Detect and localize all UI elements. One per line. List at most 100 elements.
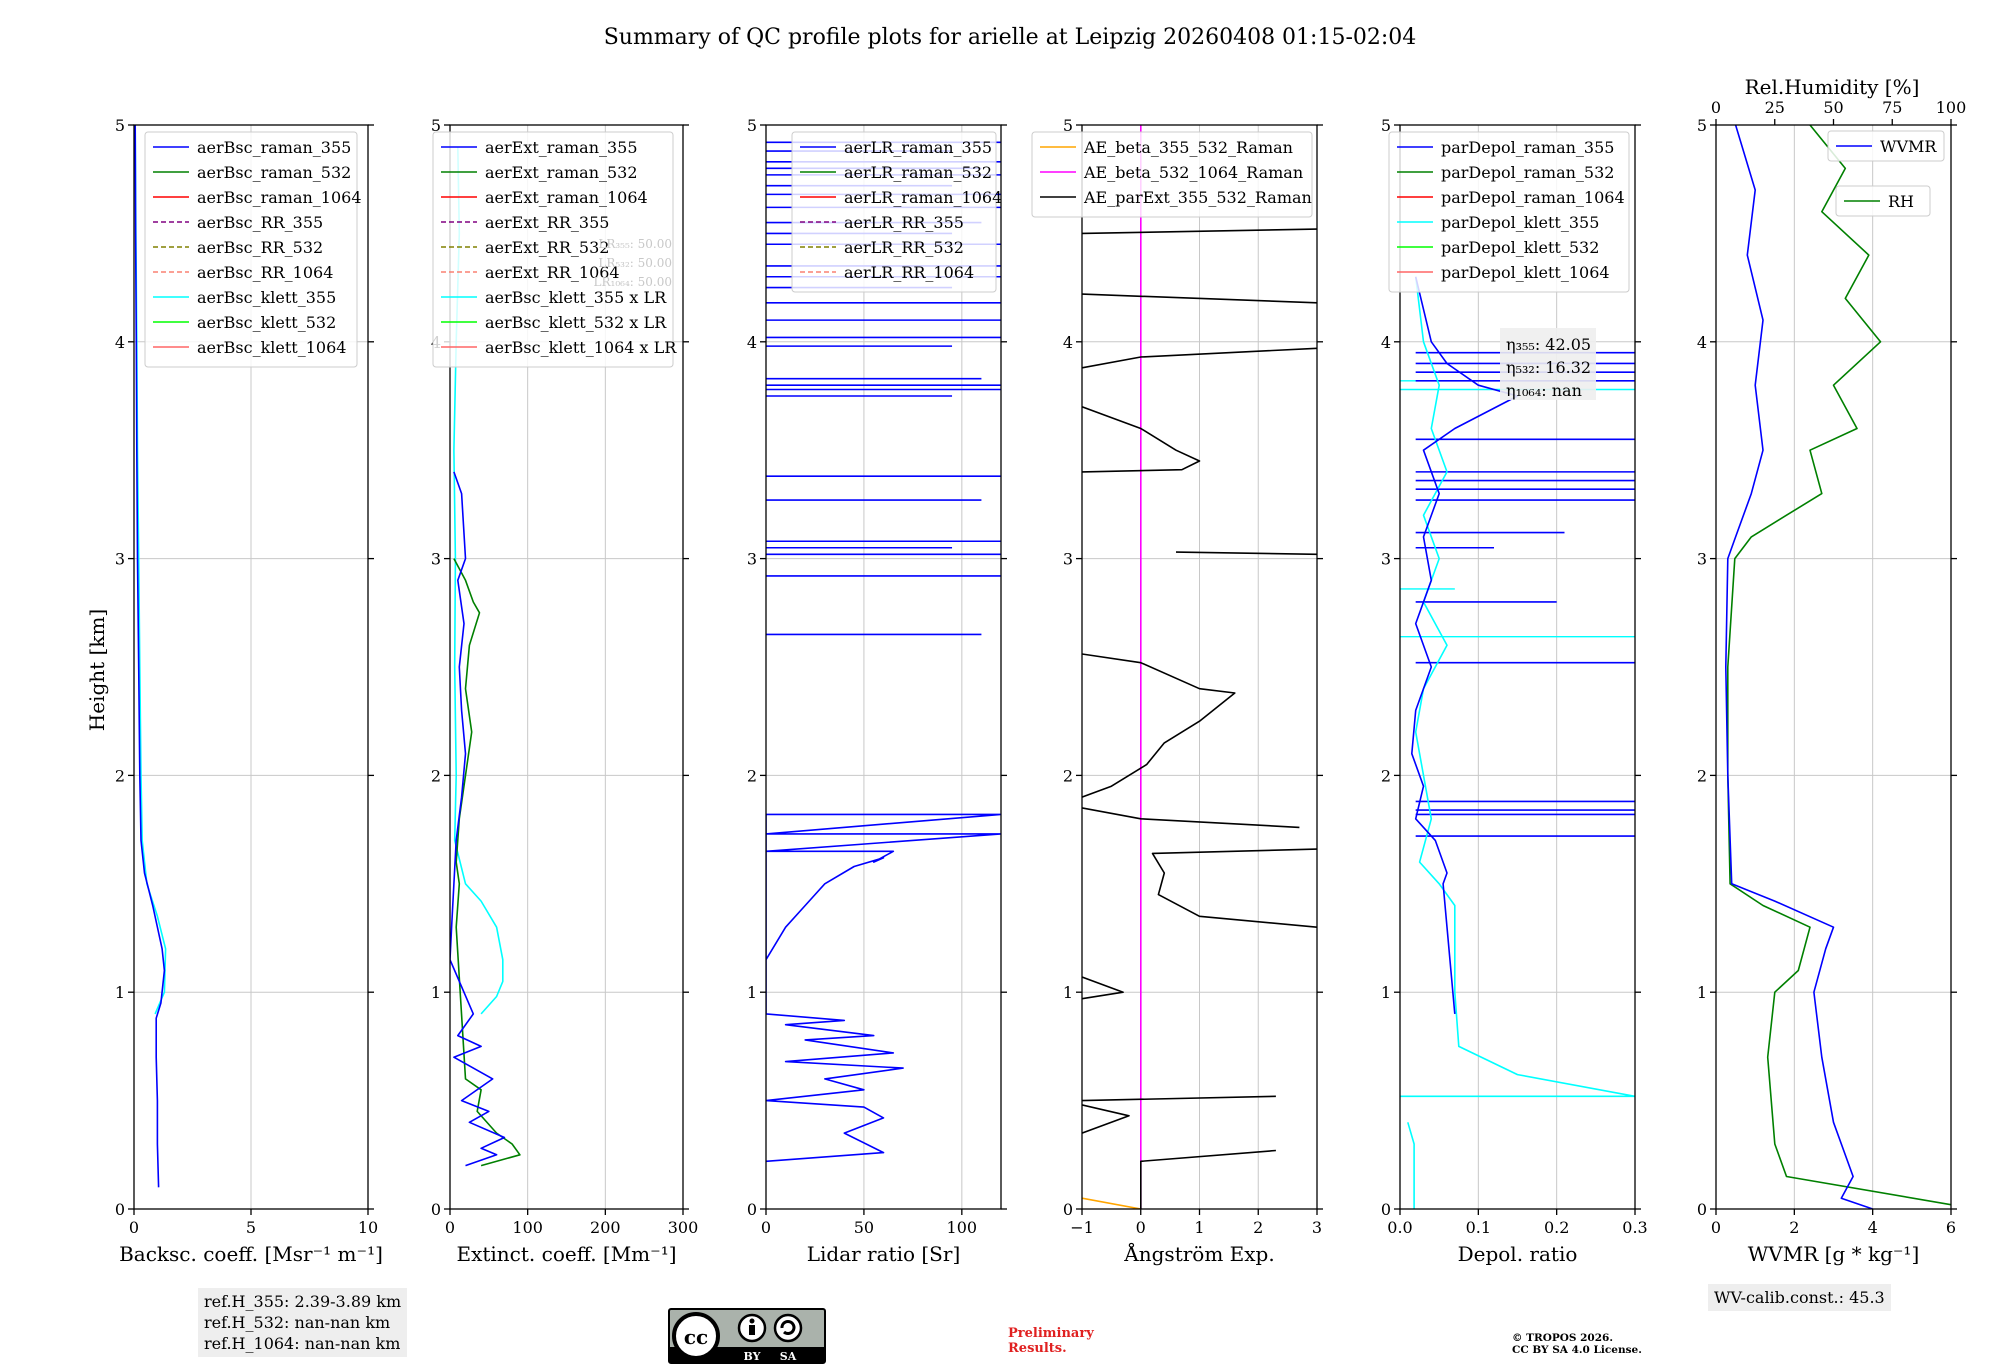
legend-entry-label: parDepol_klett_1064 <box>1441 263 1610 282</box>
series-line-ae-beta-355-532-raman <box>1082 1197 1141 1209</box>
data-layer <box>766 141 1001 1163</box>
preliminary-line-1: Preliminary <box>1008 1326 1094 1341</box>
legend-entry-label: aerLR_raman_355 <box>844 138 992 157</box>
panel-bsc: 0 1 2 3 4 5 0 5 10 Backsc. coeff. [Msr⁻¹ m⁻¹] aerB… <box>115 116 383 1266</box>
series-line-pardepol-klett-355-low <box>1407 1122 1415 1209</box>
series-line-ae-parext-355-532-raman <box>1082 293 1317 304</box>
x-tick-label: 0 <box>1711 1218 1721 1237</box>
figure-title: Summary of QC profile plots for arielle … <box>604 25 1417 50</box>
top-x-tick-label: 0 <box>1711 98 1721 117</box>
x-tick-label: 0.3 <box>1622 1218 1647 1237</box>
wv-calib-const: WV-calib.const.: 45.3 <box>1714 1288 1885 1307</box>
legend-box <box>791 131 997 293</box>
y-tick-label: 2 <box>431 766 441 785</box>
refh-1064: ref.H_1064: nan-nan km <box>204 1334 401 1353</box>
y-tick-label: 4 <box>1063 333 1073 352</box>
x-tick-label: 0.2 <box>1544 1218 1569 1237</box>
legend-entry-label: aerExt_raman_532 <box>485 163 638 182</box>
axes-frame <box>1399 124 1636 1210</box>
series-line-pardepol-klett-355 <box>1400 276 1635 1098</box>
y-tick-label: 3 <box>431 550 441 569</box>
x-tick-label: 0 <box>761 1218 771 1237</box>
refh-532: ref.H_532: nan-nan km <box>204 1313 391 1332</box>
legend-entry-label: aerLR_raman_1064 <box>844 188 1002 207</box>
preliminary-results-note: Preliminary Results. <box>1008 1326 1094 1356</box>
top-x-tick-label: 75 <box>1882 98 1902 117</box>
eta-label: η₁₀₆₄: nan <box>1506 381 1582 400</box>
legend-box <box>144 131 358 368</box>
legend-entry-label: aerBsc_klett_1064 <box>197 338 346 357</box>
legend-label: RH <box>1888 192 1914 211</box>
axes-frame <box>765 124 1002 1210</box>
y-tick-label: 5 <box>431 116 441 135</box>
legend-entry-label: AE_beta_532_1064_Raman <box>1083 163 1303 182</box>
top-x-tick-label: 25 <box>1765 98 1785 117</box>
legend-entry-label: aerBsc_RR_1064 <box>197 263 333 282</box>
legend-box <box>1827 130 1945 162</box>
y-tick-label: 5 <box>1063 116 1073 135</box>
x-tick-label: 4 <box>1868 1218 1878 1237</box>
series-line-ae-parext-355-532-raman <box>1082 1095 1276 1102</box>
legend-entry-label: aerLR_RR_532 <box>844 238 964 257</box>
legend-label: WVMR <box>1880 137 1937 156</box>
series-line-ae-parext-355-532-raman <box>1082 228 1317 235</box>
legend-entry-label: aerExt_raman_1064 <box>485 188 648 207</box>
legend-entry-label: parDepol_raman_355 <box>1441 138 1614 157</box>
series-line-ae-parext-355-532-raman <box>1175 551 1317 556</box>
y-tick-label: 1 <box>747 983 757 1002</box>
y-tick-label: 0 <box>747 1200 757 1219</box>
x-tick-label: −1 <box>1070 1218 1094 1237</box>
series-line-ae-parext-355-532-raman <box>1082 653 1236 798</box>
cc-license-badge: cc BY SA <box>668 1308 826 1364</box>
x-axis-label: Extinct. coeff. [Mm⁻¹] <box>456 1242 676 1266</box>
rh-top-axis-label: Rel.Humidity [%] <box>1745 75 1920 99</box>
copyright-line-2: CC BY SA 4.0 License. <box>1512 1344 1642 1356</box>
y-tick-label: 4 <box>1381 333 1391 352</box>
axes-frame <box>1715 124 1952 1210</box>
x-tick-label: 50 <box>854 1218 874 1237</box>
series-line-aerbsc-raman-355 <box>134 125 166 1188</box>
data-layer <box>1725 125 1951 1209</box>
eta-label: η₅₃₂: 16.32 <box>1506 358 1591 377</box>
eta-label: η₃₅₅: 42.05 <box>1506 335 1591 354</box>
y-tick-label: 0 <box>1381 1200 1391 1219</box>
series-line-ae-parext-355-532-raman <box>1082 1104 1130 1134</box>
panel-ext: 0123450100200300Extinct. coeff. [Mm⁻¹]ae… <box>431 116 698 1266</box>
legend-entry-label: aerBsc_klett_355 x LR <box>485 288 667 307</box>
legend-entry-label: aerBsc_klett_532 <box>197 313 336 332</box>
y-tick-label: 3 <box>747 550 757 569</box>
legend-entry-label: aerBsc_klett_1064 x LR <box>485 338 677 357</box>
y-axis-label: Height [km] <box>85 609 109 731</box>
x-axis-label: Ångström Exp. <box>1123 1241 1274 1266</box>
x-tick-label: 100 <box>947 1218 978 1237</box>
y-tick-label: 3 <box>1697 550 1707 569</box>
copyright-line-1: © TROPOS 2026. <box>1512 1332 1614 1344</box>
y-tick-label: 4 <box>1697 333 1707 352</box>
series-line-ae-parext-355-532-raman <box>1151 848 1317 928</box>
legend-box <box>1031 131 1313 218</box>
legend-entry-label: aerBsc_RR_355 <box>197 213 323 232</box>
legend: parDepol_raman_355 parDepol_raman_532 parD… <box>1388 131 1630 293</box>
x-tick-label: 0.0 <box>1387 1218 1412 1237</box>
x-tick-label: 1 <box>1194 1218 1204 1237</box>
x-tick-label: 0.1 <box>1466 1218 1491 1237</box>
wv-calibration-box: WV-calib.const.: 45.3 <box>1708 1284 1891 1311</box>
data-layer <box>134 125 167 1188</box>
series-line-ae-parext-355-532-raman <box>1140 1149 1276 1209</box>
series-line-ae-parext-355-532-raman <box>1082 406 1201 473</box>
y-tick-label: 5 <box>1697 116 1707 135</box>
legend-entry-label: aerBsc_raman_532 <box>197 163 351 182</box>
y-tick-label: 1 <box>1381 983 1391 1002</box>
series-line-ae-parext-355-532-raman <box>1082 807 1300 829</box>
y-tick-label: 1 <box>1697 983 1707 1002</box>
legend-entry-label: parDepol_klett_532 <box>1441 238 1599 257</box>
legend-entry-label: aerLR_raman_532 <box>844 163 992 182</box>
x-tick-label: 2 <box>1253 1218 1263 1237</box>
y-tick-label: 2 <box>1381 766 1391 785</box>
y-tick-label: 1 <box>1063 983 1073 1002</box>
y-tick-label: 2 <box>1697 766 1707 785</box>
lr-setting-label: LR₅₃₂: 50.00 <box>598 256 672 270</box>
legend-entry-label: parDepol_raman_532 <box>1441 163 1614 182</box>
